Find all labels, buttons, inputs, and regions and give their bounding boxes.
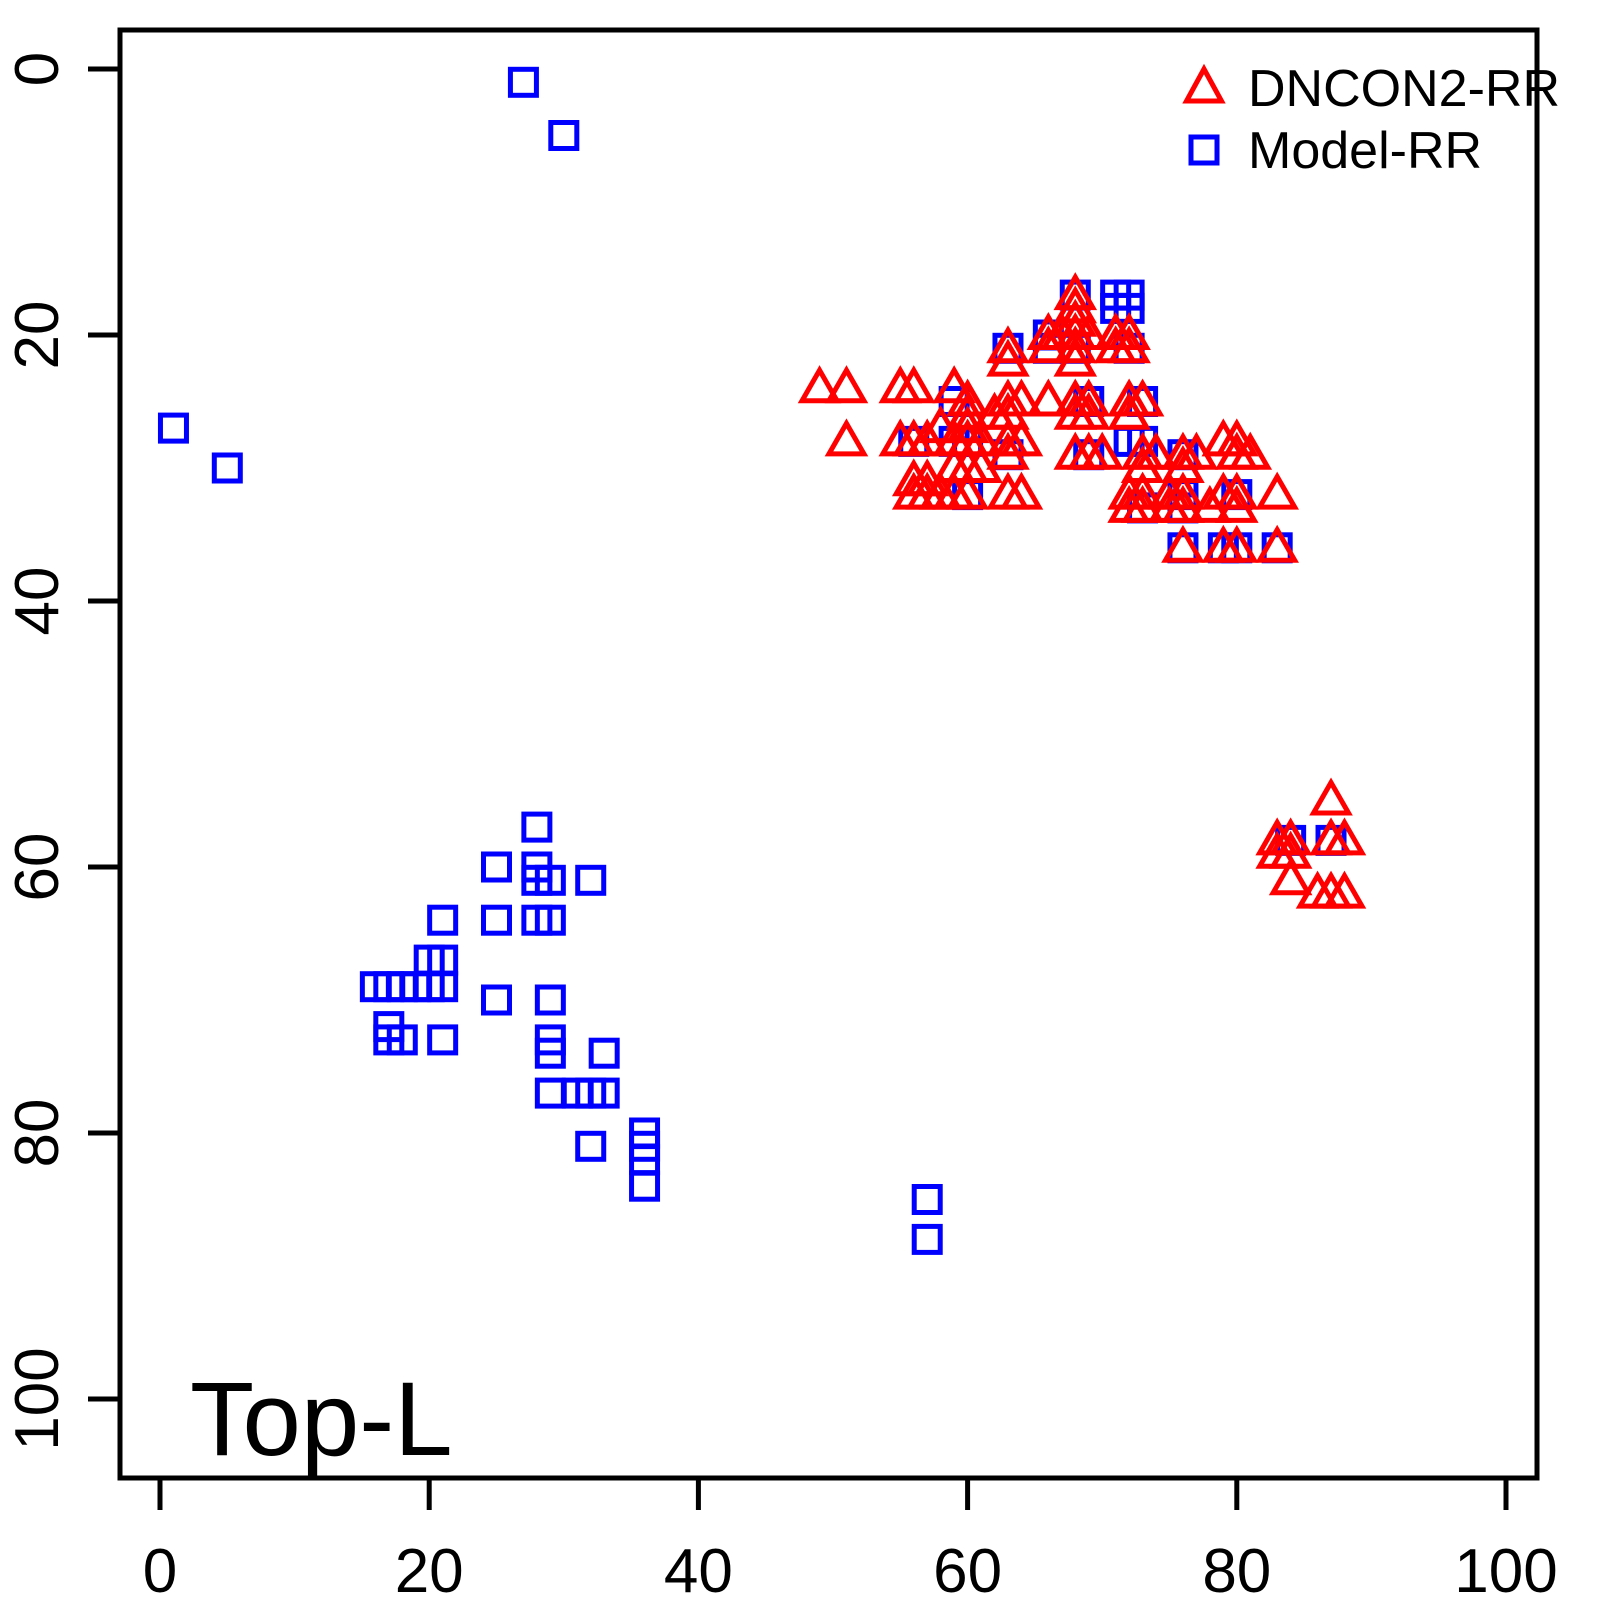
dncon2-rr-triangle-marker bbox=[1174, 431, 1219, 470]
x-tick-label: 100 bbox=[1454, 1537, 1557, 1600]
model-rr-square-marker bbox=[507, 66, 539, 98]
model-rr-square-marker bbox=[548, 120, 580, 151]
legend-item-model: Model-RR bbox=[1188, 122, 1482, 180]
plot-area-border bbox=[117, 27, 1540, 1481]
dncon2-rr-triangle-marker bbox=[1161, 471, 1205, 510]
model-rr-square-marker bbox=[629, 1170, 661, 1202]
dncon2-rr-triangle-marker bbox=[1268, 817, 1313, 856]
y-axis: 0 20 40 60 80 100 bbox=[3, 52, 120, 1451]
y-tick-label: 0 bbox=[3, 52, 72, 86]
y-tick-label: 40 bbox=[3, 567, 72, 636]
dncon2-rr-triangle-marker bbox=[905, 458, 950, 497]
model-rr-square-marker bbox=[386, 1024, 418, 1056]
dncon2-rr-triangle-marker bbox=[1066, 378, 1111, 417]
dncon2-rr-triangle-marker bbox=[1107, 311, 1151, 350]
legend-label-dncon2: DNCON2-RR bbox=[1248, 60, 1560, 118]
dncon2-rr-triangle-marker bbox=[999, 418, 1044, 457]
dncon2-rr-triangle-marker bbox=[1188, 484, 1232, 523]
dncon2-rr-triangle-marker bbox=[1066, 311, 1111, 350]
dncon2-rr-triangle-marker bbox=[905, 418, 950, 457]
dncon2-rr-triangle-marker bbox=[891, 365, 936, 404]
model-rr-square-marker bbox=[427, 1024, 459, 1056]
dncon2-rr-triangle-marker bbox=[1255, 524, 1299, 563]
dncon2-rr-triangle-marker bbox=[1120, 378, 1165, 417]
x-axis: 0 20 40 60 80 100 bbox=[143, 1478, 1558, 1600]
legend-item-dncon2: DNCON2-RR bbox=[1182, 60, 1560, 118]
triangle-icon bbox=[1182, 63, 1226, 104]
dncon2-rr-triangle-marker bbox=[1161, 524, 1205, 563]
dncon2-rr-triangle-marker bbox=[1214, 484, 1259, 523]
dncon2-rr-triangle-marker bbox=[1255, 471, 1299, 510]
model-rr-square-marker bbox=[534, 984, 566, 1016]
dncon2-rr-triangle-marker bbox=[1053, 338, 1098, 377]
dncon2-rr-triangle-marker bbox=[1214, 418, 1259, 457]
dncon2-rr-triangle-marker bbox=[999, 378, 1044, 417]
dncon2-rr-triangle-marker bbox=[1322, 817, 1367, 856]
dncon2-rr-triangle-marker bbox=[945, 405, 990, 444]
dncon2-rr-triangle-marker bbox=[1120, 484, 1165, 523]
plot-annotation-top-l: Top-L bbox=[190, 1361, 453, 1478]
dncon2-rr-triangle-marker bbox=[1107, 325, 1151, 364]
dncon2-rr-triangle-marker bbox=[1080, 431, 1125, 470]
dncon2-rr-triangle-marker bbox=[999, 471, 1044, 510]
y-tick-label: 20 bbox=[3, 301, 72, 370]
dncon2-rr-triangle-marker bbox=[824, 418, 869, 457]
dncon2-rr-points-layer bbox=[797, 272, 1367, 909]
model-rr-square-marker bbox=[521, 811, 553, 843]
dncon2-rr-triangle-marker bbox=[932, 365, 976, 404]
model-rr-square-marker bbox=[427, 971, 459, 1003]
x-tick-label: 60 bbox=[933, 1537, 1002, 1600]
model-rr-square-marker bbox=[588, 1037, 620, 1069]
dncon2-rr-triangle-marker bbox=[1161, 484, 1205, 523]
dncon2-rr-triangle-marker bbox=[1228, 431, 1273, 470]
dncon2-rr-triangle-marker bbox=[1107, 391, 1151, 430]
dncon2-rr-triangle-marker bbox=[1066, 391, 1111, 430]
dncon2-rr-triangle-marker bbox=[1322, 870, 1367, 909]
y-tick-label: 80 bbox=[3, 1099, 72, 1168]
dncon2-rr-triangle-marker bbox=[1026, 378, 1071, 417]
dncon2-rr-triangle-marker bbox=[1309, 777, 1353, 816]
dncon2-rr-triangle-marker bbox=[945, 471, 990, 510]
y-tick-label: 60 bbox=[3, 833, 72, 902]
dncon2-rr-triangle-marker bbox=[1134, 431, 1178, 470]
x-tick-label: 20 bbox=[395, 1537, 464, 1600]
dncon2-rr-triangle-marker bbox=[959, 444, 1003, 483]
square-icon bbox=[1188, 134, 1220, 166]
legend-label-model: Model-RR bbox=[1248, 122, 1482, 180]
x-tick-label: 0 bbox=[143, 1537, 177, 1600]
y-tick-label: 100 bbox=[3, 1347, 72, 1450]
dncon2-rr-triangle-marker bbox=[918, 405, 963, 444]
model-rr-square-marker bbox=[427, 904, 459, 936]
model-rr-square-marker bbox=[575, 1130, 607, 1162]
dncon2-rr-triangle-marker bbox=[1214, 524, 1259, 563]
dncon2-rr-triangle-marker bbox=[986, 325, 1030, 364]
dncon2-rr-triangle-marker bbox=[1120, 471, 1165, 510]
model-rr-square-marker bbox=[481, 984, 512, 1016]
model-rr-square-marker bbox=[534, 1077, 566, 1109]
legend: DNCON2-RR Model-RR bbox=[1182, 60, 1560, 180]
dncon2-rr-triangle-marker bbox=[1214, 471, 1259, 510]
model-rr-square-marker bbox=[481, 851, 512, 883]
model-rr-square-marker bbox=[481, 904, 512, 936]
dncon2-rr-triangle-marker bbox=[986, 431, 1030, 470]
model-rr-square-marker bbox=[534, 864, 566, 896]
model-rr-square-marker bbox=[157, 412, 189, 444]
model-rr-square-marker bbox=[534, 904, 566, 936]
x-tick-label: 40 bbox=[664, 1537, 733, 1600]
model-rr-square-marker bbox=[211, 452, 243, 484]
model-rr-square-marker bbox=[911, 1184, 943, 1215]
dncon2-rr-triangle-marker bbox=[1268, 857, 1313, 896]
model-rr-square-marker bbox=[911, 1223, 943, 1255]
dncon2-rr-triangle-marker bbox=[797, 365, 842, 404]
dncon2-rr-triangle-marker bbox=[824, 365, 869, 404]
model-rr-square-marker bbox=[534, 1037, 566, 1069]
model-rr-square-marker bbox=[588, 1077, 620, 1109]
model-rr-square-marker bbox=[575, 864, 607, 896]
dncon2-rr-triangle-marker bbox=[986, 338, 1030, 377]
model-rr-points-layer bbox=[157, 66, 1347, 1255]
x-tick-label: 80 bbox=[1202, 1537, 1271, 1600]
